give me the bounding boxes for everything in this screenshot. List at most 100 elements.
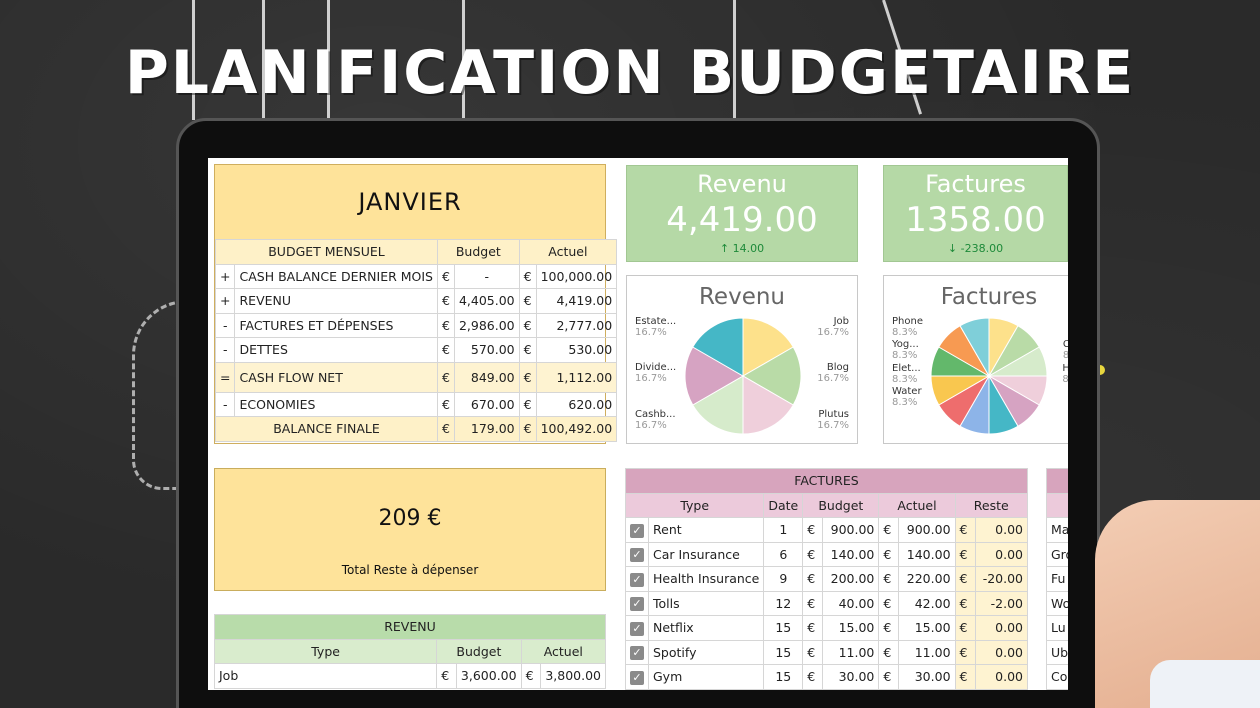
facture-actual-cell[interactable]: 42.00 [898,590,956,616]
revenu-actual-cell[interactable]: 3,800.00 [540,663,606,689]
revenu-type-cell[interactable]: Job [213,663,438,689]
checkbox[interactable]: ✓ [630,621,644,636]
facture-budget-cell[interactable]: 11.00 [822,639,880,665]
facture-actual-cell[interactable]: 900.00 [898,517,956,543]
kpi-factures-card: Factures 1358.00 ↓ -238.00 [883,165,1068,262]
facture-budget-cell[interactable]: 900.00 [822,517,880,543]
facture-reste-cell[interactable]: 0.00 [974,517,1029,543]
table-row: Ub [1046,639,1068,665]
side-type-cell[interactable]: Gro [1046,541,1068,567]
facture-budget-cell[interactable]: 30.00 [822,664,880,690]
final-actual-cell[interactable]: 100,492.00 [535,416,618,442]
currency-symbol: € [878,664,900,690]
facture-date-cell[interactable]: 12 [763,590,804,616]
pie-slice[interactable] [742,317,794,377]
budget-cell[interactable]: 849.00 [453,361,520,393]
row-label[interactable]: REVENU [234,288,438,314]
revenu-budget-cell[interactable]: 3,600.00 [455,663,522,689]
facture-type-cell[interactable]: Gym [647,664,765,690]
facture-reste-cell[interactable]: 0.00 [974,615,1029,641]
row-label[interactable]: ECONOMIES [234,391,438,417]
pie-slice[interactable] [742,375,794,435]
facture-type-cell[interactable]: Health Insurance [647,566,765,592]
currency-symbol: € [954,615,976,641]
facture-actual-cell[interactable]: 15.00 [898,615,956,641]
checkbox[interactable]: ✓ [630,548,644,563]
actual-cell[interactable]: 620.00 [535,391,618,417]
pie-slice[interactable] [692,375,744,435]
facture-actual-cell[interactable]: 140.00 [898,541,956,567]
side-type-cell[interactable]: Ma [1046,517,1068,543]
checkbox[interactable]: ✓ [630,646,644,661]
budget-cell[interactable]: 2,986.00 [453,312,520,338]
budget-cell[interactable]: - [453,263,520,289]
actual-cell[interactable]: 2,777.00 [535,312,618,338]
row-label[interactable]: DETTES [234,337,438,363]
actual-cell[interactable]: 1,112.00 [535,361,618,393]
currency-symbol: € [802,517,824,543]
pie-slice[interactable] [684,346,745,406]
pie-slice[interactable] [692,317,744,377]
facture-actual-cell[interactable]: 11.00 [898,639,956,665]
side-type-cell[interactable]: Fu [1046,566,1068,592]
budget-cell[interactable]: 670.00 [453,391,520,417]
facture-reste-cell[interactable]: 0.00 [974,541,1029,567]
row-operator: + [214,288,236,314]
facture-type-cell[interactable]: Rent [647,517,765,543]
checkbox[interactable]: ✓ [630,670,644,685]
facture-type-cell[interactable]: Tolls [647,590,765,616]
kpi-factures-delta: ↓ -238.00 [947,242,1004,255]
facture-date-cell[interactable]: 6 [763,541,804,567]
facture-budget-cell[interactable]: 140.00 [822,541,880,567]
facture-actual-cell[interactable]: 30.00 [898,664,956,690]
facture-date-cell[interactable]: 15 [763,639,804,665]
row-label[interactable]: CASH FLOW NET [234,361,438,393]
pie-slice[interactable] [959,317,990,378]
facture-budget-cell[interactable]: 40.00 [822,590,880,616]
facture-budget-cell[interactable]: 200.00 [822,566,880,592]
checkbox[interactable]: ✓ [630,572,644,587]
actual-cell[interactable]: 530.00 [535,337,618,363]
budget-cell[interactable]: 4,405.00 [453,288,520,314]
table-row: + CASH BALANCE DERNIER MOIS € - € 100,00… [214,263,618,289]
side-type-cell[interactable]: Co [1046,664,1068,690]
checkbox[interactable]: ✓ [630,597,644,612]
budget-cell[interactable]: 570.00 [453,337,520,363]
row-label[interactable]: CASH BALANCE DERNIER MOIS [234,263,438,289]
checkbox[interactable]: ✓ [630,523,644,538]
currency-symbol: € [518,337,537,363]
facture-reste-cell[interactable]: -2.00 [974,590,1029,616]
table-row: - ECONOMIES € 670.00 € 620.00 [214,391,618,417]
currency-symbol: € [954,664,976,690]
facture-date-cell[interactable]: 15 [763,615,804,641]
currency-symbol: € [437,337,455,363]
row-operator: - [214,391,236,417]
currency-symbol: € [802,615,824,641]
facture-date-cell[interactable]: 9 [763,566,804,592]
facture-date-cell[interactable]: 15 [763,664,804,690]
side-type-cell[interactable]: Ub [1046,639,1068,665]
final-budget-cell[interactable]: 179.00 [453,416,520,442]
factures-header-budget: Budget [802,492,880,518]
actual-cell[interactable]: 100,000.00 [535,263,618,289]
facture-reste-cell[interactable]: -20.00 [974,566,1029,592]
facture-budget-cell[interactable]: 15.00 [822,615,880,641]
row-label[interactable]: FACTURES ET DÉPENSES [234,312,438,338]
facture-actual-cell[interactable]: 220.00 [898,566,956,592]
side-type-cell[interactable]: Lu [1046,615,1068,641]
table-row: = CASH FLOW NET € 849.00 € 1,112.00 [214,361,618,393]
side-type-cell[interactable]: Wo [1046,590,1068,616]
side-table: MaGroFuWoLuUbCo [1046,468,1068,690]
final-balance-row: BALANCE FINALE € 179.00 € 100,492.00 [215,416,618,442]
facture-reste-cell[interactable]: 0.00 [974,664,1029,690]
facture-type-cell[interactable]: Spotify [647,639,765,665]
facture-reste-cell[interactable]: 0.00 [974,639,1029,665]
currency-symbol: € [518,312,537,338]
revenu-pie-title: Revenu [698,284,785,310]
facture-type-cell[interactable]: Car Insurance [647,541,765,567]
facture-type-cell[interactable]: Netflix [647,615,765,641]
actual-cell[interactable]: 4,419.00 [535,288,618,314]
kpi-factures-title: Factures [925,170,1026,198]
pie-slice[interactable] [742,346,802,406]
facture-date-cell[interactable]: 1 [763,517,804,543]
